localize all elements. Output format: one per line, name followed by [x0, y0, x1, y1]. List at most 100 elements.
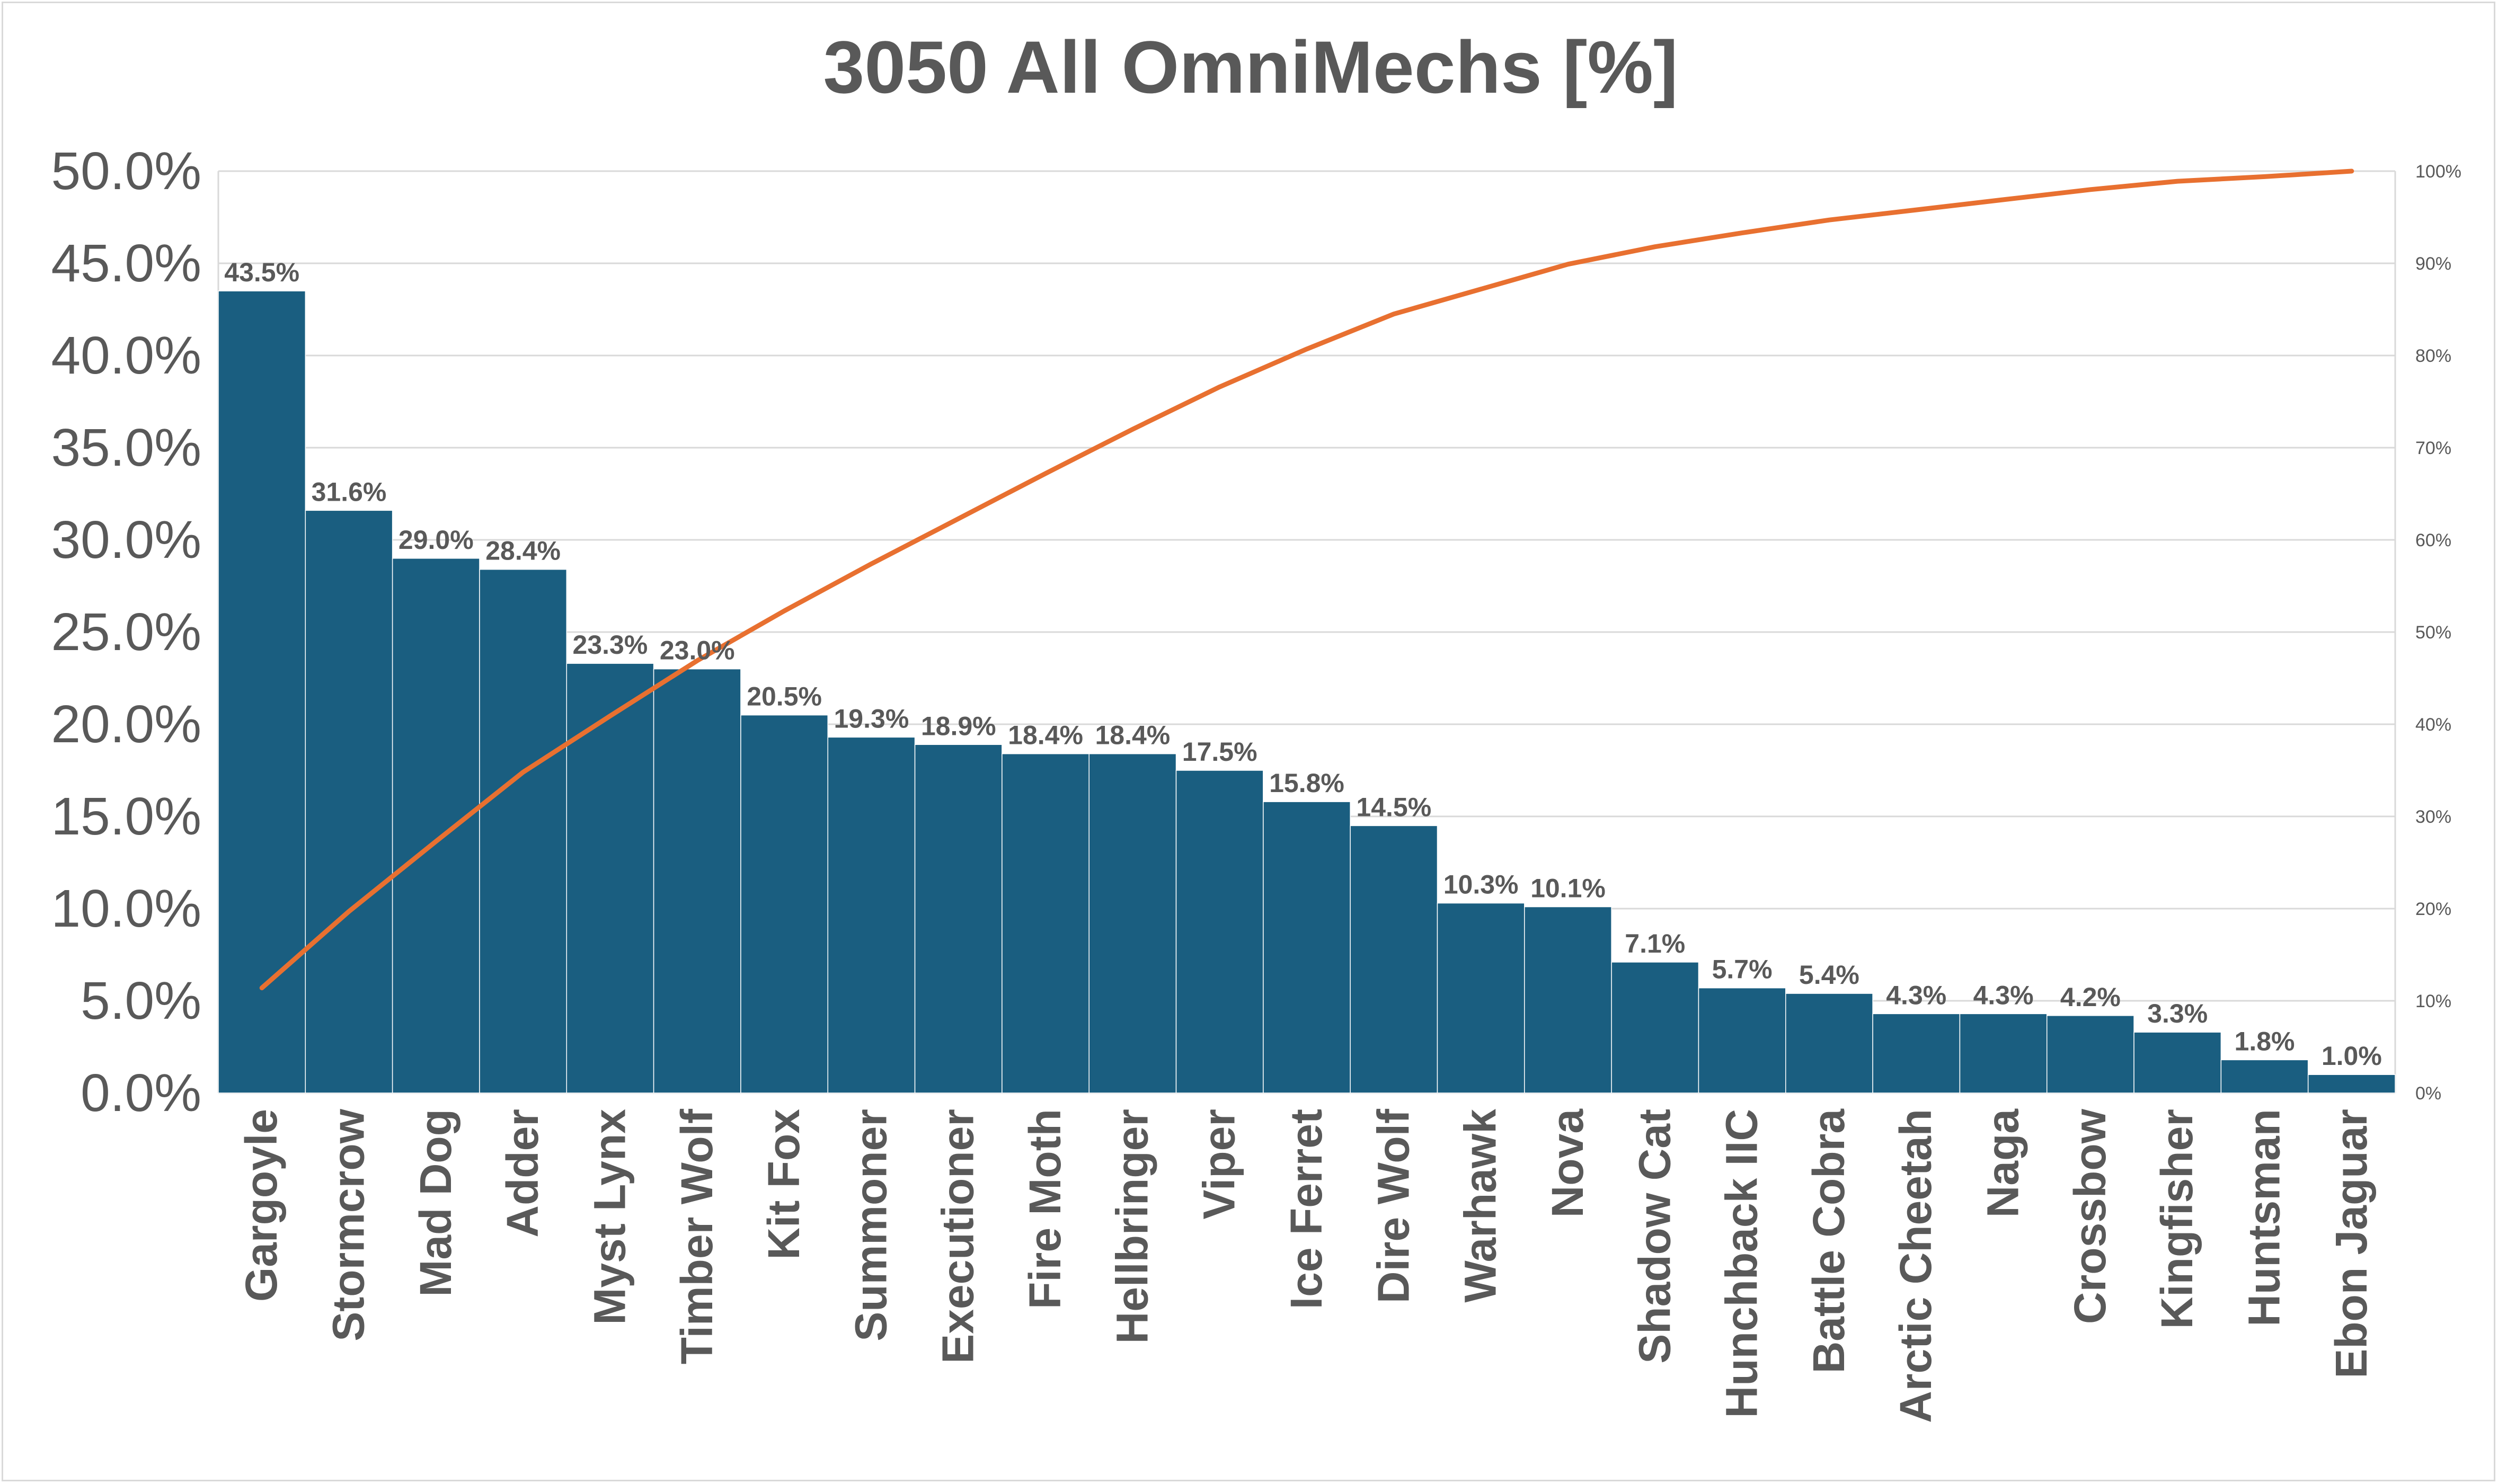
x-tick-label: Huntsman: [2239, 1109, 2289, 1327]
bar: [1437, 902, 1525, 1094]
bar: [1002, 753, 1089, 1094]
data-label: 7.1%: [1625, 929, 1685, 958]
y-tick-label-left: 45.0%: [51, 234, 201, 293]
y-tick-label-left: 35.0%: [51, 418, 201, 477]
x-tick-label: Timber Wolf: [672, 1108, 722, 1364]
x-tick-label: Stormcrow: [323, 1108, 373, 1341]
data-label: 28.4%: [485, 536, 561, 566]
y-tick-label-right: 10%: [2415, 991, 2451, 1011]
bar: [1088, 753, 1177, 1094]
x-axis: Gargoyle Stormcrow Mad Dog Adder Myst Lynx Ti…: [236, 1108, 2376, 1423]
bar: [218, 290, 306, 1094]
bars: [218, 290, 2396, 1094]
data-label: 29.0%: [398, 525, 474, 555]
bar: [1175, 770, 1264, 1094]
bar: [914, 744, 1003, 1094]
bar: [2133, 1032, 2222, 1094]
x-tick-label: Adder: [498, 1109, 547, 1238]
y-tick-label-right: 30%: [2415, 807, 2451, 827]
bar: [1263, 801, 1351, 1094]
bar: [653, 668, 741, 1094]
data-labels: 43.5% 31.6% 29.0% 28.4% 23.3% 23.0% 20.5% 19.3%…: [224, 257, 2382, 1071]
data-label: 18.4%: [1095, 721, 1170, 750]
data-label: 3.3%: [2147, 999, 2208, 1028]
y-tick-label-right: 0%: [2415, 1083, 2441, 1104]
bar: [566, 663, 654, 1094]
x-tick-label: Warhawk: [1456, 1109, 1505, 1303]
data-label: 20.5%: [747, 682, 822, 712]
x-tick-label: Myst Lynx: [584, 1109, 634, 1325]
bar: [479, 568, 568, 1094]
x-tick-label: Summoner: [846, 1109, 896, 1341]
x-tick-label: Naga: [1978, 1108, 2028, 1218]
data-label: 31.6%: [312, 477, 387, 506]
y-tick-label-left: 10.0%: [51, 879, 201, 938]
y-tick-label-left: 15.0%: [51, 787, 201, 846]
bar: [2046, 1015, 2134, 1094]
x-tick-label: Ice Ferret: [1281, 1109, 1331, 1309]
data-label: 4.2%: [2060, 982, 2121, 1012]
bar: [1524, 906, 1612, 1094]
bar: [827, 736, 916, 1094]
x-tick-label: Kit Fox: [759, 1109, 809, 1260]
y-tick-label-right: 20%: [2415, 899, 2451, 919]
bar: [1872, 1013, 1961, 1094]
bar: [1350, 825, 1438, 1094]
data-label: 18.4%: [1008, 721, 1083, 750]
data-label: 10.1%: [1530, 874, 1606, 903]
x-tick-label: Executioner: [933, 1109, 983, 1364]
bar: [2220, 1059, 2309, 1094]
data-label: 43.5%: [224, 257, 299, 287]
x-tick-label: Hunchback IIC: [1717, 1109, 1767, 1418]
data-label: 14.5%: [1356, 792, 1431, 822]
bar: [1698, 987, 1786, 1094]
x-tick-label: Viper: [1194, 1109, 1244, 1220]
bar: [1959, 1013, 2048, 1094]
x-tick-label: Battle Cobra: [1804, 1108, 1854, 1374]
x-tick-label: Shadow Cat: [1629, 1109, 1679, 1364]
x-tick-label: Ebon Jaguar: [2326, 1109, 2376, 1379]
x-tick-label: Nova: [1543, 1108, 1592, 1218]
x-tick-label: Kingfisher: [2152, 1109, 2202, 1329]
y-tick-label-right: 100%: [2415, 162, 2461, 182]
y-axis-right: 0% 10% 20% 30% 40% 50% 60% 70% 80% 90% 100%: [2415, 162, 2461, 1104]
cumulative-line: [259, 168, 2354, 991]
y-tick-label-right: 70%: [2415, 438, 2451, 458]
chart-title: 3050 All OmniMechs [%]: [823, 25, 1678, 109]
y-tick-label-left: 0.0%: [81, 1063, 201, 1123]
y-tick-label-right: 60%: [2415, 530, 2451, 550]
x-tick-label: Arctic Cheetah: [1891, 1109, 1941, 1423]
data-label: 5.7%: [1712, 955, 1773, 984]
data-label: 4.3%: [1886, 980, 1946, 1010]
data-label: 23.0%: [660, 636, 735, 665]
data-label: 18.9%: [921, 711, 996, 741]
bar: [740, 714, 828, 1094]
y-tick-label-left: 20.0%: [51, 695, 201, 754]
y-axis-left: 0.0% 5.0% 10.0% 15.0% 20.0% 25.0% 30.0% 35.0% 40…: [51, 141, 201, 1123]
y-tick-label-left: 50.0%: [51, 141, 201, 201]
bar: [2307, 1074, 2396, 1094]
y-tick-label-right: 90%: [2415, 254, 2451, 274]
bar: [392, 558, 480, 1094]
x-tick-label: Fire Moth: [1020, 1109, 1070, 1309]
data-label: 23.3%: [573, 630, 648, 660]
y-tick-label-right: 50%: [2415, 623, 2451, 643]
x-tick-label: Dire Wolf: [1368, 1108, 1418, 1303]
bar: [1785, 993, 1873, 1094]
data-label: 1.0%: [2322, 1041, 2382, 1071]
x-tick-label: Hellbringer: [1107, 1109, 1157, 1344]
x-tick-label: Gargoyle: [236, 1109, 286, 1302]
data-label: 4.3%: [1973, 980, 2034, 1010]
bar: [305, 510, 393, 1094]
data-label: 1.8%: [2235, 1026, 2295, 1056]
bar: [1611, 962, 1699, 1094]
y-tick-label-right: 80%: [2415, 346, 2451, 366]
data-label: 19.3%: [834, 704, 909, 733]
data-label: 5.4%: [1799, 960, 1859, 990]
y-tick-label-left: 5.0%: [81, 971, 201, 1030]
x-tick-label: Mad Dog: [411, 1109, 460, 1297]
y-tick-label-left: 25.0%: [51, 602, 201, 662]
y-tick-label-right: 40%: [2415, 715, 2451, 735]
